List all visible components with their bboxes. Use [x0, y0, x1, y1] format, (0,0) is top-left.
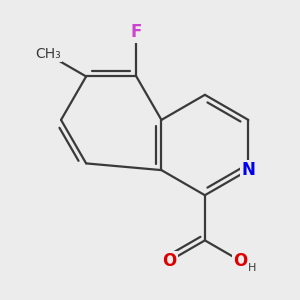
Text: F: F: [130, 23, 142, 41]
Text: O: O: [162, 252, 176, 270]
Text: H: H: [248, 263, 256, 273]
Text: N: N: [242, 161, 255, 179]
Text: CH₃: CH₃: [35, 47, 61, 61]
Text: O: O: [233, 252, 248, 270]
